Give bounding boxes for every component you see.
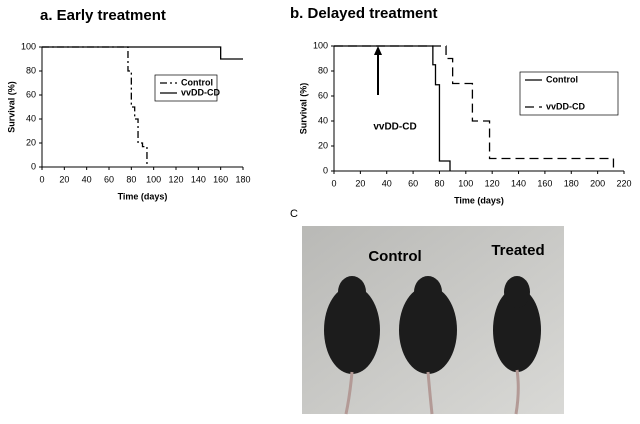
annotation: vvDD-CD <box>373 122 416 133</box>
x-tick-label: 180 <box>564 178 579 188</box>
x-tick-label: 60 <box>104 174 114 184</box>
photo: Control Treated <box>302 226 564 415</box>
x-tick-label: 160 <box>213 174 228 184</box>
survival-line <box>334 45 451 171</box>
x-tick-label: 140 <box>511 178 526 188</box>
x-axis-label: Time (days) <box>454 195 504 205</box>
y-tick-label: 80 <box>318 65 328 75</box>
legend-label: Control <box>546 74 578 84</box>
y-tick-label: 80 <box>26 65 36 75</box>
y-tick-label: 20 <box>26 137 36 147</box>
x-tick-label: 20 <box>355 178 365 188</box>
x-tick-label: 40 <box>382 178 392 188</box>
x-axis-label: Time (days) <box>118 191 168 201</box>
y-tick-label: 0 <box>323 165 328 175</box>
x-tick-label: 200 <box>590 178 605 188</box>
x-tick-label: 100 <box>458 178 473 188</box>
x-tick-label: 120 <box>485 178 500 188</box>
x-tick-label: 80 <box>434 178 444 188</box>
x-tick-label: 100 <box>146 174 161 184</box>
survival-line <box>42 46 148 167</box>
panel-label: C <box>290 208 298 220</box>
mice <box>324 276 541 374</box>
survival-line <box>334 45 615 171</box>
x-tick-label: 20 <box>59 174 69 184</box>
photo-label: Control <box>368 248 421 265</box>
y-tick-label: 40 <box>318 115 328 125</box>
legend-label: vvDD-CD <box>546 101 586 111</box>
legend-box <box>154 74 218 102</box>
y-tick-label: 0 <box>31 161 36 171</box>
x-tick-label: 0 <box>331 178 336 188</box>
chart-title: b. Delayed treatment <box>290 5 438 22</box>
x-tick-label: 40 <box>82 174 92 184</box>
y-tick-label: 100 <box>21 41 36 51</box>
y-tick-label: 20 <box>318 140 328 150</box>
y-tick-label: 40 <box>26 113 36 123</box>
x-tick-label: 60 <box>408 178 418 188</box>
x-tick-label: 120 <box>168 174 183 184</box>
legend-box <box>519 71 619 116</box>
y-tick-label: 100 <box>313 40 328 50</box>
x-tick-label: 0 <box>39 174 44 184</box>
x-tick-label: 160 <box>537 178 552 188</box>
tails <box>344 369 520 415</box>
y-tick-label: 60 <box>318 90 328 100</box>
legend-label: vvDD-CD <box>181 87 221 97</box>
annotation-arrowhead <box>374 46 382 55</box>
x-tick-label: 80 <box>126 174 136 184</box>
x-tick-label: 220 <box>616 178 631 188</box>
y-axis-label: Survival (%) <box>298 83 308 135</box>
survival-line <box>42 46 243 60</box>
photo-label: Treated <box>491 242 544 259</box>
x-tick-label: 140 <box>191 174 206 184</box>
legend-label: Control <box>181 77 213 87</box>
y-axis-label: Survival (%) <box>6 81 16 133</box>
y-tick-label: 60 <box>26 89 36 99</box>
chart-title: a. Early treatment <box>40 7 166 24</box>
x-tick-label: 180 <box>235 174 250 184</box>
